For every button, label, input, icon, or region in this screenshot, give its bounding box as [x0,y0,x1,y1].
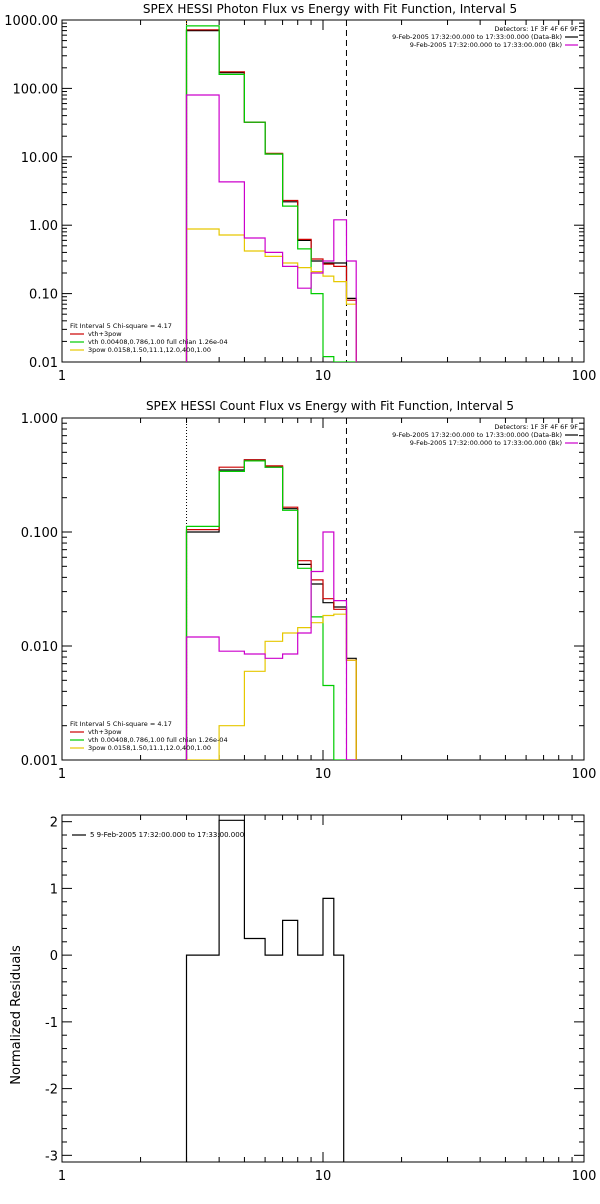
count-x-tick-label: 100 [572,767,597,782]
count-x-tick-label: 1 [58,767,66,782]
residual-y-tick-label: -3 [45,1149,58,1164]
count-legend-left-entry: Fit Interval 5 Chi-square = 4.17 [70,720,172,728]
photon-series-vth-3pow [185,29,357,362]
photon-y-tick-label: 1000.00 [4,14,58,29]
photon-series-data-bk [185,30,357,362]
photon-legend-right-entry: 9-Feb-2005 17:32:00.000 to 17:33:00.000 … [392,33,562,41]
photon-flux-panel: SPEX HESSI Photon Flux vs Energy with Fi… [4,2,596,384]
photon-x-tick-label: 100 [572,369,597,384]
count-series-vth-3pow [185,459,357,760]
count-legend-left-entry: vth 0.00408,0.786,1.00 full chian 1.26e-… [88,736,228,744]
count-legend-right-entry: 9-Feb-2005 17:32:00.000 to 17:33:00.000 … [392,431,562,439]
photon-y-tick-label: 0.10 [29,288,58,303]
residual-x-tick-label: 1 [58,1169,66,1184]
residual-legend-entry: 5 9-Feb-2005 17:32:00.000 to 17:33:00.00… [90,831,244,839]
count-series-data-bk [185,459,357,760]
count-y-tick-label: 0.100 [21,526,58,541]
residual-y-tick-label: -2 [45,1083,58,1098]
photon-x-tick-label: 10 [315,369,332,384]
photon-y-tick-label: 0.01 [29,356,58,371]
count-flux-panel: SPEX HESSI Count Flux vs Energy with Fit… [21,399,597,782]
residual-series-5 [185,819,345,1162]
photon-flux-plot-area: 1 10 100 1000.00 100.00 10.00 1.00 0.10 0.01 Dete… [4,14,596,384]
photon-legend-left-entry: vth+3pow [88,330,122,338]
residual-y-tick-label: 0 [50,949,58,964]
count-y-tick-label: 1.000 [21,412,58,427]
count-legend-left-entry: 3pow 0.0158,1.50,11.1,12.0,400,1.00 [88,744,211,752]
residuals-y-axis-label: Normalized Residuals [9,945,24,1085]
photon-x-tick-label: 1 [58,369,66,384]
count-series-vth [185,460,357,760]
count-legend-right-entry: 9-Feb-2005 17:32:00.000 to 17:33:00.000 … [410,439,562,447]
photon-legend-left-entry: Fit Interval 5 Chi-square = 4.17 [70,322,172,330]
photon-series-vth [185,25,357,362]
photon-legend-left-entry: 3pow 0.0158,1.50,11.1,12.0,400,1.00 [88,346,211,354]
residual-y-tick-label: 1 [50,882,58,897]
photon-legend-right-entry: Detectors: 1F 3F 4F 6F 9F [494,25,578,33]
photon-flux-title: SPEX HESSI Photon Flux vs Energy with Fi… [143,2,517,16]
photon-y-tick-label: 10.00 [21,151,58,166]
residual-y-tick-label: 2 [50,816,58,831]
residual-x-tick-label: 100 [572,1169,597,1184]
count-series-3pow [186,613,357,760]
photon-series-3pow [185,228,357,362]
photon-series-bk [185,94,357,362]
residual-x-tick-label: 10 [315,1169,332,1184]
count-x-tick-label: 10 [315,767,332,782]
count-y-tick-label: 0.001 [21,754,58,769]
count-flux-title: SPEX HESSI Count Flux vs Energy with Fit… [146,399,514,413]
count-legend-right-entry: Detectors: 1F 3F 4F 6F 9F [494,423,578,431]
photon-y-tick-label: 100.00 [13,82,59,97]
residual-axes-frame [61,814,585,1163]
residual-y-tick-label: -1 [45,1016,58,1031]
photon-y-tick-label: 1.00 [29,219,58,234]
photon-legend-left-entry: vth 0.00408,0.786,1.00 full chian 1.26e-… [88,338,228,346]
count-legend-left-entry: vth+3pow [88,728,122,736]
count-y-tick-label: 0.010 [21,640,58,655]
count-series-bk [185,531,357,760]
count-flux-plot-area: 1 10 100 1.000 0.100 0.010 0.001 Detectors: 1F … [21,412,597,782]
photon-legend-right-entry: 9-Feb-2005 17:32:00.000 to 17:33:00.000 … [410,41,562,49]
